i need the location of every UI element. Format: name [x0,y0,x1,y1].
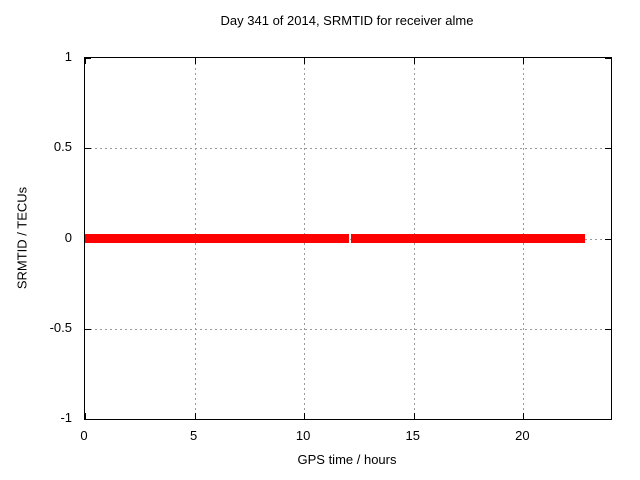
series-line-segment [350,234,585,243]
x-tick-top [523,58,525,64]
y-tick-left [85,419,91,420]
y-tick-right [605,419,611,420]
series-line-segment [85,234,349,243]
x-tick-bottom [194,413,196,419]
x-tick-label: 5 [189,428,198,443]
y-tick-label: 0 [64,229,72,245]
x-tick-top [85,58,86,64]
y-tick-label: -0.5 [49,319,72,335]
y-tick-right [605,58,611,59]
x-tick-bottom [413,413,415,419]
x-tick-bottom [523,413,525,419]
y-gridline [85,148,611,150]
x-tick-label: 10 [295,428,311,443]
x-tick-bottom [304,413,306,419]
y-tick-left [85,148,91,150]
y-tick-label: 0.5 [53,139,72,155]
y-tick-label: 1 [64,49,72,64]
y-tick-left [85,328,91,330]
x-tick-label: 20 [515,428,530,443]
x-tick-top [304,58,306,64]
plot-area [84,57,612,420]
x-tick-bottom [85,413,86,419]
chart-title: Day 341 of 2014, SRMTID for receiver alm… [220,13,474,28]
y-tick-right [605,328,611,330]
y-tick-left [85,58,91,59]
y-gridline [85,328,611,330]
x-tick-label: 15 [405,428,420,443]
y-tick-right [605,148,611,150]
x-axis-label: GPS time / hours [297,452,397,467]
x-tick-top [194,58,196,64]
y-tick-right [605,238,611,240]
x-tick-label: 0 [80,428,88,443]
y-tick-label: -1 [60,410,72,425]
x-tick-top [413,58,415,64]
